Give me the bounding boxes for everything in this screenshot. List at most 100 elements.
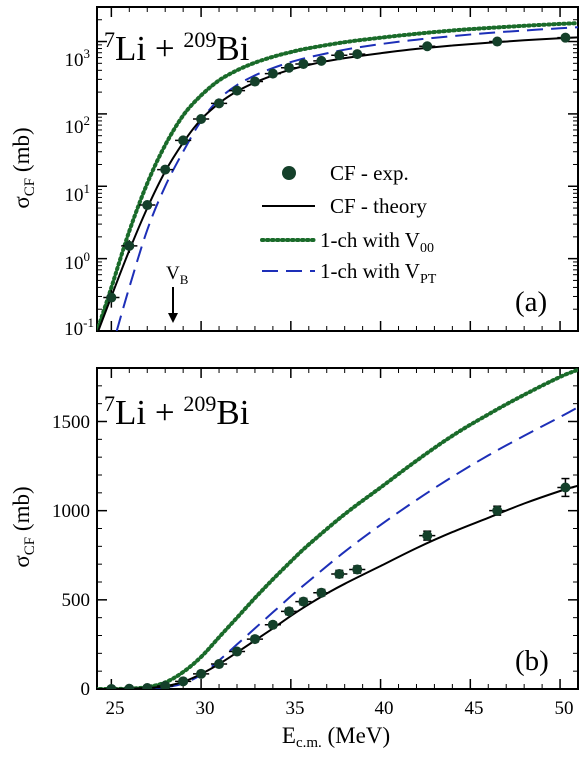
series-theory-curve-b (97, 484, 578, 689)
x-tick-label-3: 40 (375, 698, 394, 719)
data-marker-a (316, 55, 327, 66)
data-marker-b (178, 676, 189, 687)
y-tick-label-2: 101 (65, 181, 91, 206)
data-marker-b (214, 659, 225, 670)
data-point-b (157, 680, 174, 689)
legend: CF - exp. CF - theory 1-ch with V00 1-ch… (260, 161, 437, 287)
data-marker-a (334, 50, 345, 61)
legend-label-v00: 1-ch with V00 (320, 228, 434, 256)
data-marker-b (231, 646, 242, 657)
data-point-b (313, 587, 330, 598)
data-point-a (349, 49, 366, 60)
data-marker-b (352, 564, 363, 575)
y-tick-label-3-exp: 2 (84, 113, 91, 128)
data-marker-a (560, 32, 571, 43)
data-marker-b (298, 596, 309, 607)
x-tick-label-5: 50 (555, 698, 574, 719)
data-marker-a (284, 62, 295, 73)
data-point-a (103, 289, 120, 308)
data-point-b (419, 530, 436, 541)
y-tick-label-4: 103 (65, 46, 91, 71)
data-marker-a (160, 164, 171, 175)
data-marker-a (231, 85, 242, 96)
data-point-a (331, 50, 348, 61)
data-point-b (121, 683, 138, 689)
vb-arrow (168, 287, 178, 323)
data-marker-a (492, 36, 503, 47)
data-point-a (175, 135, 192, 146)
data-point-b (264, 619, 281, 630)
y-tick-label-3: 102 (65, 113, 91, 138)
y-tick-label-b-0: 0 (81, 679, 91, 700)
data-point-b (193, 668, 210, 679)
y-tick-label-0: 10-1 (64, 315, 94, 340)
y-tick-label-b-1: 500 (62, 590, 91, 611)
x-tick-label-2: 35 (286, 698, 305, 719)
legend-marker-exp (282, 166, 296, 180)
data-point-b (280, 606, 298, 617)
vb-annotation-label: VB (166, 263, 189, 287)
data-marker-b (560, 482, 571, 493)
data-point-a (489, 36, 506, 47)
y-tick-label-3-base: 10 (65, 117, 84, 138)
panel-a: 10-1 100 101 102 103 σCF (mb) 7Li + 209B… (9, 6, 579, 340)
x-tick-label-1: 30 (196, 698, 215, 719)
panel-b-plot-area (97, 368, 578, 689)
legend-label-exp: CF - exp. (330, 161, 409, 185)
panel-b-system-label: 7Li + 209Bi (104, 391, 250, 432)
y-tick-label-2-exp: 1 (84, 181, 91, 196)
data-point-b (331, 568, 348, 579)
y-tick-label-2-base: 10 (65, 185, 84, 206)
data-marker-b (196, 668, 207, 679)
data-point-b (349, 564, 366, 575)
y-tick-label-4-base: 10 (65, 50, 84, 71)
data-marker-b (142, 683, 153, 689)
legend-label-theory: CF - theory (330, 194, 427, 218)
panel-a-system-label: 7Li + 209Bi (104, 27, 250, 68)
y-tick-label-b-3: 1500 (52, 412, 90, 433)
x-tick-label-0: 25 (106, 698, 125, 719)
data-point-b (246, 634, 264, 645)
data-point-a (139, 200, 156, 211)
data-point-a (193, 114, 210, 125)
panel-b: 0 500 1000 1500 25 30 35 40 45 50 σCF (m… (9, 367, 579, 751)
data-point-b (557, 477, 574, 498)
data-point-a (246, 76, 264, 87)
data-marker-b (267, 619, 278, 630)
data-marker-a (267, 68, 278, 79)
data-marker-b (334, 568, 345, 579)
y-tick-label-1-exp: 0 (84, 249, 91, 264)
data-point-b (175, 676, 192, 687)
data-marker-a (124, 240, 135, 251)
data-marker-a (142, 200, 153, 211)
data-point-b (103, 683, 120, 689)
data-point-a (313, 55, 330, 66)
panel-a-y-axis-label: σCF (mb) (9, 127, 38, 208)
series-vpt-curve-b (97, 406, 578, 689)
panel-a-letter: (a) (515, 286, 547, 318)
data-point-b (228, 646, 246, 657)
data-point-a (557, 32, 574, 43)
data-marker-b (106, 683, 117, 689)
x-axis-label: Ec.m. (MeV) (282, 723, 390, 751)
data-point-b (210, 659, 228, 670)
data-point-a (121, 240, 138, 253)
data-marker-a (106, 292, 117, 303)
data-point-a (228, 85, 246, 96)
y-tick-label-b-2: 1000 (52, 501, 90, 522)
x-tick-label-4: 45 (465, 698, 484, 719)
series-vpt-curve-a (115, 26, 578, 331)
panel-a-frame (96, 6, 579, 332)
data-point-a (264, 68, 281, 79)
data-marker-b (422, 530, 433, 541)
data-marker-b (284, 606, 295, 617)
data-marker-b (160, 680, 171, 689)
data-marker-a (178, 135, 189, 146)
data-point-b (295, 596, 312, 607)
data-marker-a (298, 58, 309, 69)
y-tick-label-4-exp: 3 (84, 46, 91, 61)
data-point-a (419, 41, 436, 52)
data-marker-a (249, 76, 260, 87)
panel-b-ticks (97, 367, 579, 690)
